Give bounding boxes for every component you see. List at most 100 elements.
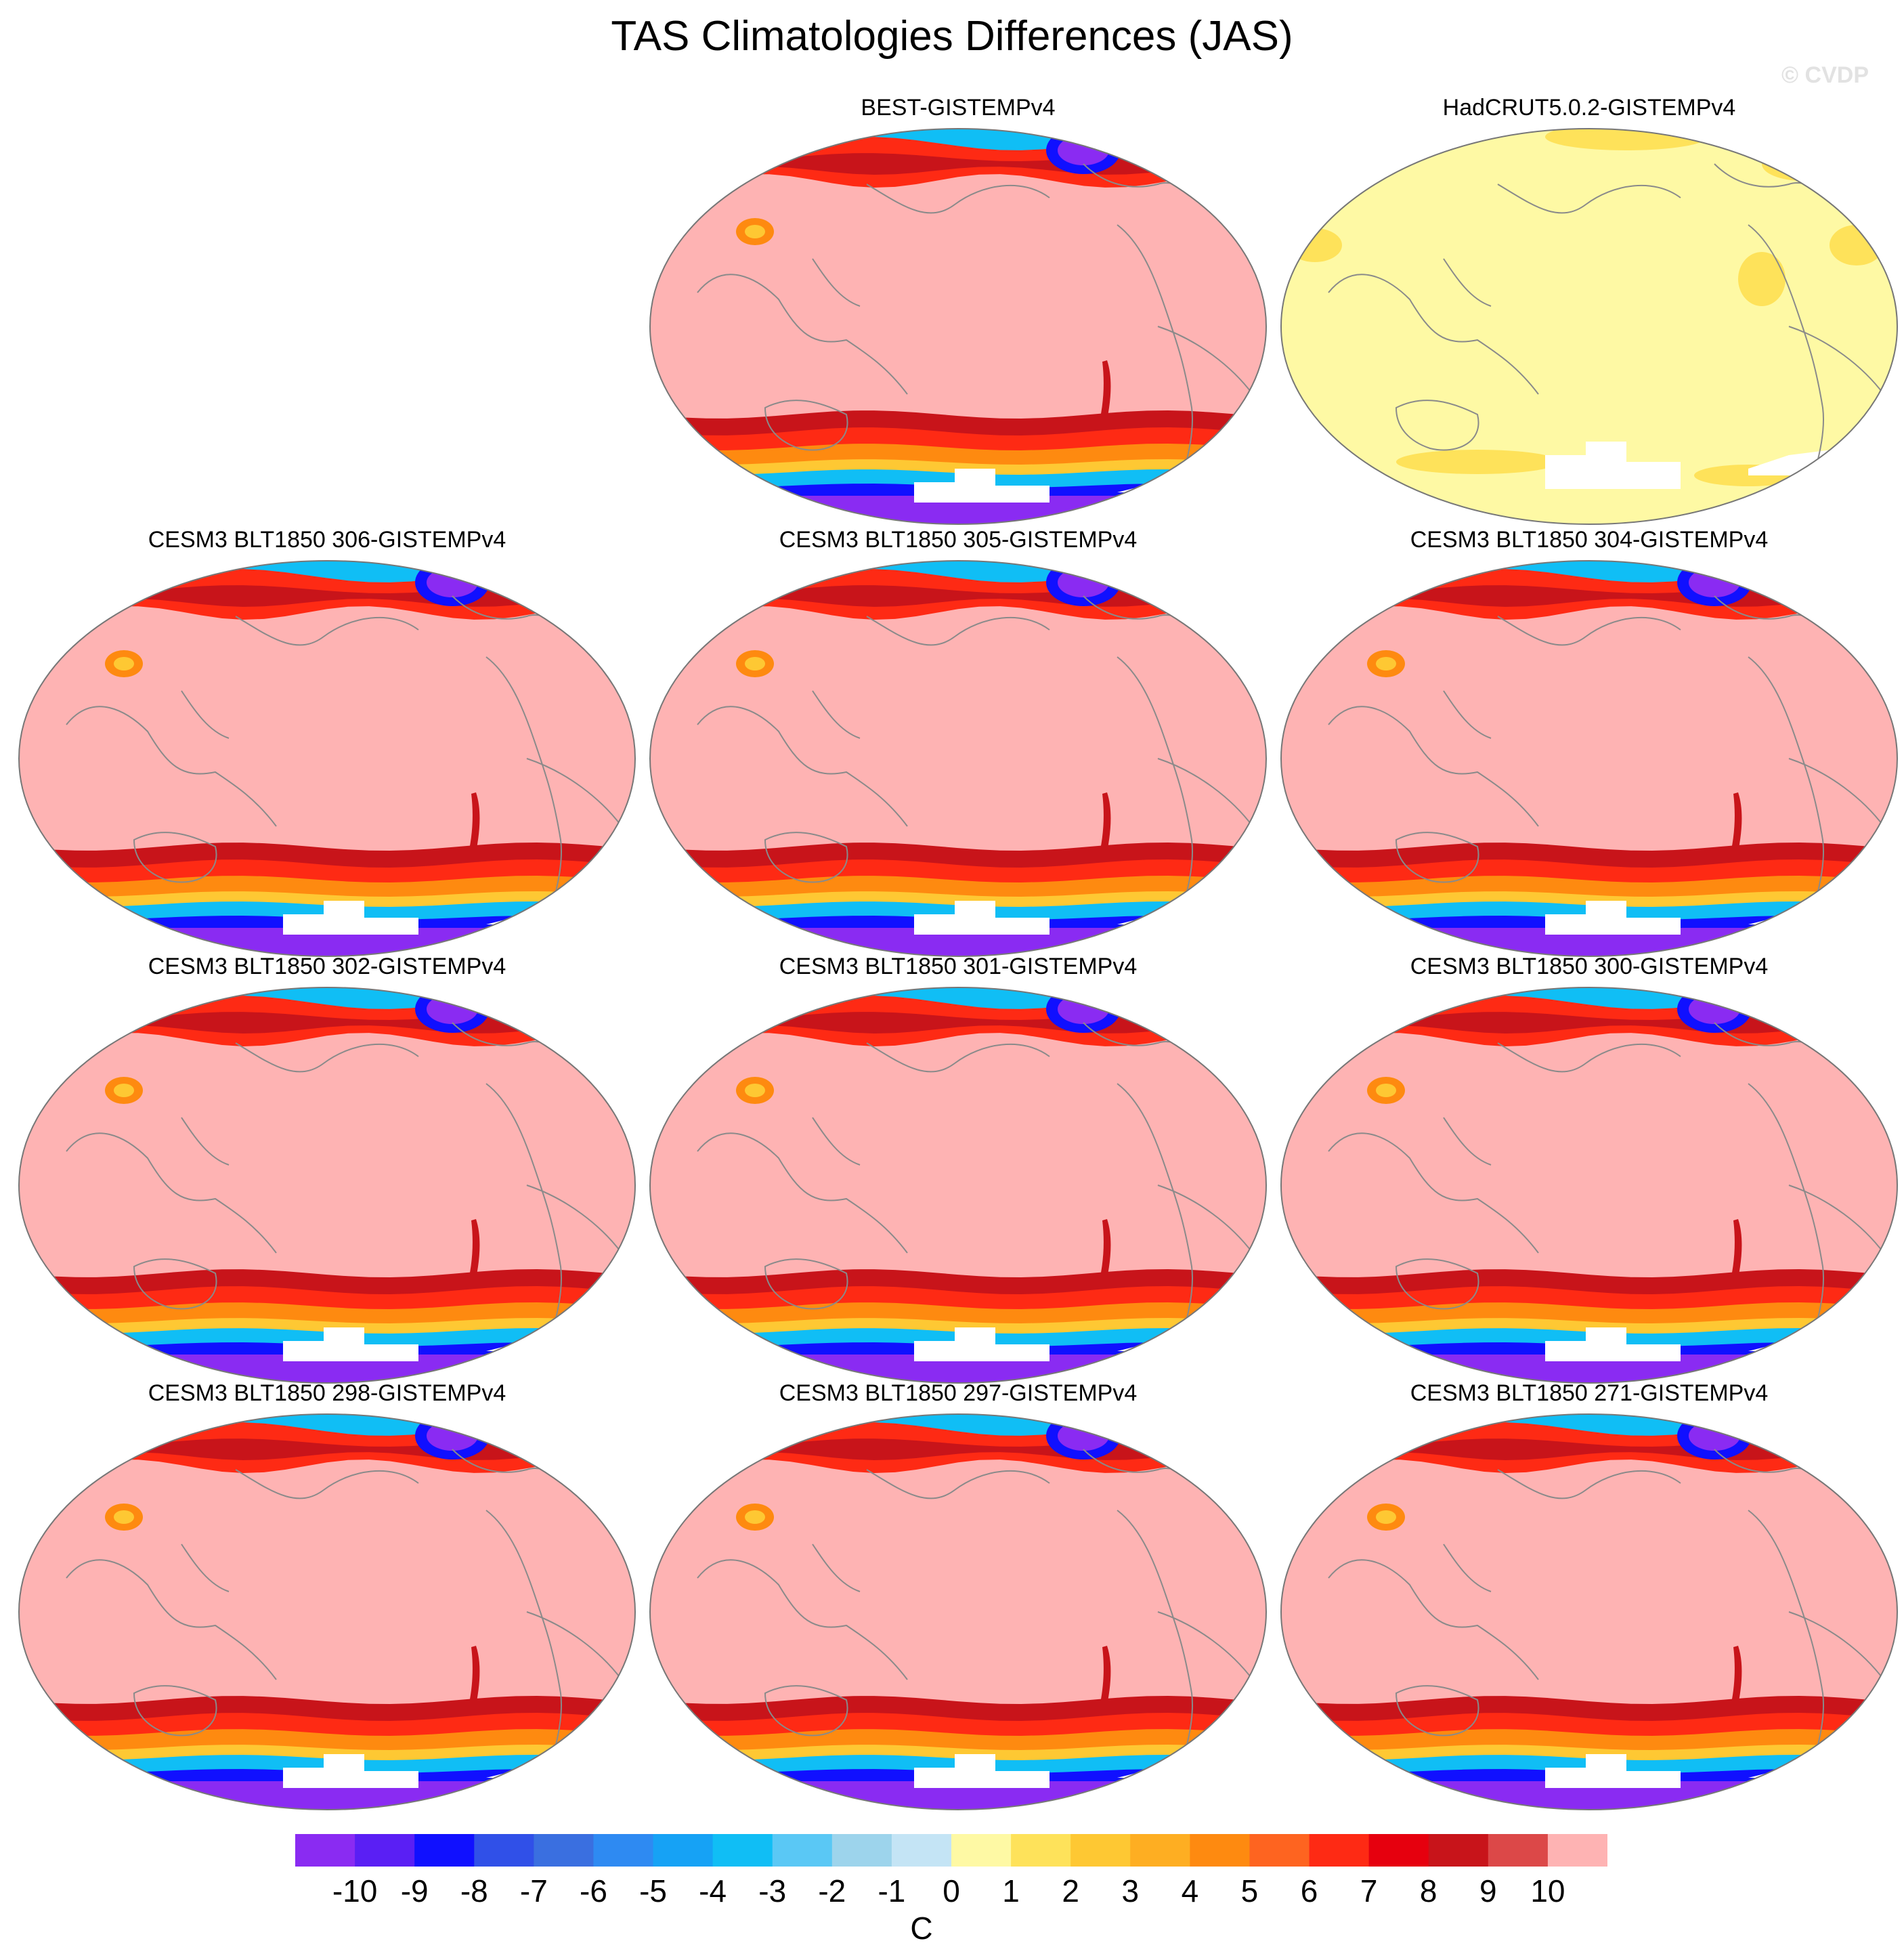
map-panel: CESM3 BLT1850 298-GISTEMPv4	[12, 1380, 642, 1814]
coastline	[1443, 1117, 1492, 1166]
colorbar-swatch	[712, 1834, 773, 1867]
colorbar-swatch	[593, 1834, 654, 1867]
colorbar-swatch	[1190, 1834, 1250, 1867]
coastline	[1748, 1083, 1824, 1362]
coastline	[66, 1132, 277, 1254]
map-outline	[1280, 1413, 1898, 1810]
greenland-core	[427, 1421, 478, 1451]
coastline	[1395, 832, 1479, 883]
missing-data-region	[283, 901, 418, 935]
coastline	[235, 616, 419, 646]
panel-title: CESM3 BLT1850 306-GISTEMPv4	[148, 527, 506, 553]
coastline	[485, 1510, 562, 1789]
coastline	[812, 1543, 861, 1592]
missing-data-region	[283, 1754, 418, 1788]
tibet-core	[745, 225, 765, 238]
map-outline	[649, 987, 1267, 1384]
robinson-map	[649, 987, 1267, 1384]
map-panel: BEST-GISTEMPv4	[643, 95, 1273, 528]
map-outline	[649, 1413, 1267, 1810]
robinson-map	[18, 987, 636, 1384]
obs-patch	[1288, 228, 1342, 262]
tibet-core	[745, 1510, 765, 1524]
coastline	[866, 1469, 1050, 1499]
colorbar-tick-label: -7	[519, 1873, 548, 1909]
colorbar-swatch	[295, 1834, 355, 1867]
panel-title: BEST-GISTEMPv4	[861, 95, 1056, 121]
map-panel: CESM3 BLT1850 305-GISTEMPv4	[643, 527, 1273, 960]
tibet-core	[114, 1084, 134, 1097]
colorbar-swatches	[295, 1834, 1607, 1867]
coastline	[66, 706, 277, 827]
coastline	[181, 1117, 230, 1166]
colorbar-tick-label: 5	[1240, 1873, 1259, 1909]
map-outline	[649, 560, 1267, 957]
colorbar-tick-label: 2	[1062, 1873, 1079, 1909]
robinson-map	[18, 560, 636, 957]
coastline	[1443, 258, 1492, 307]
panel-title: CESM3 BLT1850 271-GISTEMPv4	[1410, 1380, 1769, 1406]
coastline	[133, 832, 217, 883]
coastline	[526, 758, 622, 827]
colorbar-tick-label: 6	[1300, 1873, 1318, 1909]
coastline	[697, 1132, 908, 1254]
tibet-core	[745, 657, 765, 670]
colorbar-swatch	[831, 1834, 892, 1867]
map-outline	[18, 987, 636, 1384]
map-panel: CESM3 BLT1850 306-GISTEMPv4	[12, 527, 642, 960]
coastline	[1157, 1185, 1253, 1254]
coastline	[1328, 1132, 1539, 1254]
colorbar-swatch	[891, 1834, 952, 1867]
greenland-core	[1058, 568, 1109, 597]
panel-title: CESM3 BLT1850 304-GISTEMPv4	[1410, 527, 1769, 553]
coastline	[764, 1685, 848, 1737]
coastline	[764, 1258, 848, 1310]
coastline	[133, 1258, 217, 1310]
colorbar-tick-label: -4	[699, 1873, 727, 1909]
map-panel: CESM3 BLT1850 297-GISTEMPv4	[643, 1380, 1273, 1814]
missing-data-region	[1545, 1327, 1681, 1361]
coastline	[133, 1685, 217, 1737]
obs-patch	[1830, 225, 1884, 265]
figure-title: TAS Climatologies Differences (JAS)	[611, 13, 1293, 60]
map-panel: CESM3 BLT1850 302-GISTEMPv4	[12, 954, 642, 1387]
tibet-core	[114, 657, 134, 670]
colorbar-swatch	[534, 1834, 594, 1867]
coastline	[1497, 184, 1681, 214]
coastline	[1395, 400, 1479, 451]
coastline	[1395, 1258, 1479, 1310]
coastline	[1157, 1611, 1253, 1680]
missing-data-region	[1545, 1754, 1681, 1788]
tibet-core	[1376, 657, 1396, 670]
coastline	[1328, 1559, 1539, 1680]
coastline	[1443, 1543, 1492, 1592]
missing-data-region	[914, 901, 1050, 935]
colorbar-swatch	[355, 1834, 415, 1867]
colorbar-tick-label: 7	[1360, 1873, 1378, 1909]
coastline	[1117, 1083, 1193, 1362]
colorbar-unit: C	[910, 1911, 933, 1946]
colorbar-tick-label: 9	[1479, 1873, 1497, 1909]
map-outline	[1280, 987, 1898, 1384]
colorbar-swatch	[1011, 1834, 1071, 1867]
colorbar-tick-label: 4	[1181, 1873, 1199, 1909]
map-outline	[18, 1413, 636, 1810]
coastline	[1788, 1611, 1884, 1680]
coastline	[181, 1543, 230, 1592]
missing-data-region	[1545, 901, 1681, 935]
missing-data-region	[914, 1327, 1050, 1361]
coastline	[812, 258, 861, 307]
coastline	[526, 1185, 622, 1254]
map-outline	[649, 128, 1267, 525]
colorbar-tick-label: -10	[332, 1873, 378, 1909]
colorbar-swatch	[1488, 1834, 1549, 1867]
coastline	[1117, 224, 1193, 503]
coastline	[485, 1083, 562, 1362]
colorbar-tick-label: 8	[1419, 1873, 1437, 1909]
coastline	[1748, 224, 1824, 503]
colorbar-swatch	[1130, 1834, 1190, 1867]
greenland-core	[427, 994, 478, 1024]
coastline	[697, 1559, 908, 1680]
coastline	[866, 184, 1050, 214]
colorbar-swatch	[772, 1834, 833, 1867]
